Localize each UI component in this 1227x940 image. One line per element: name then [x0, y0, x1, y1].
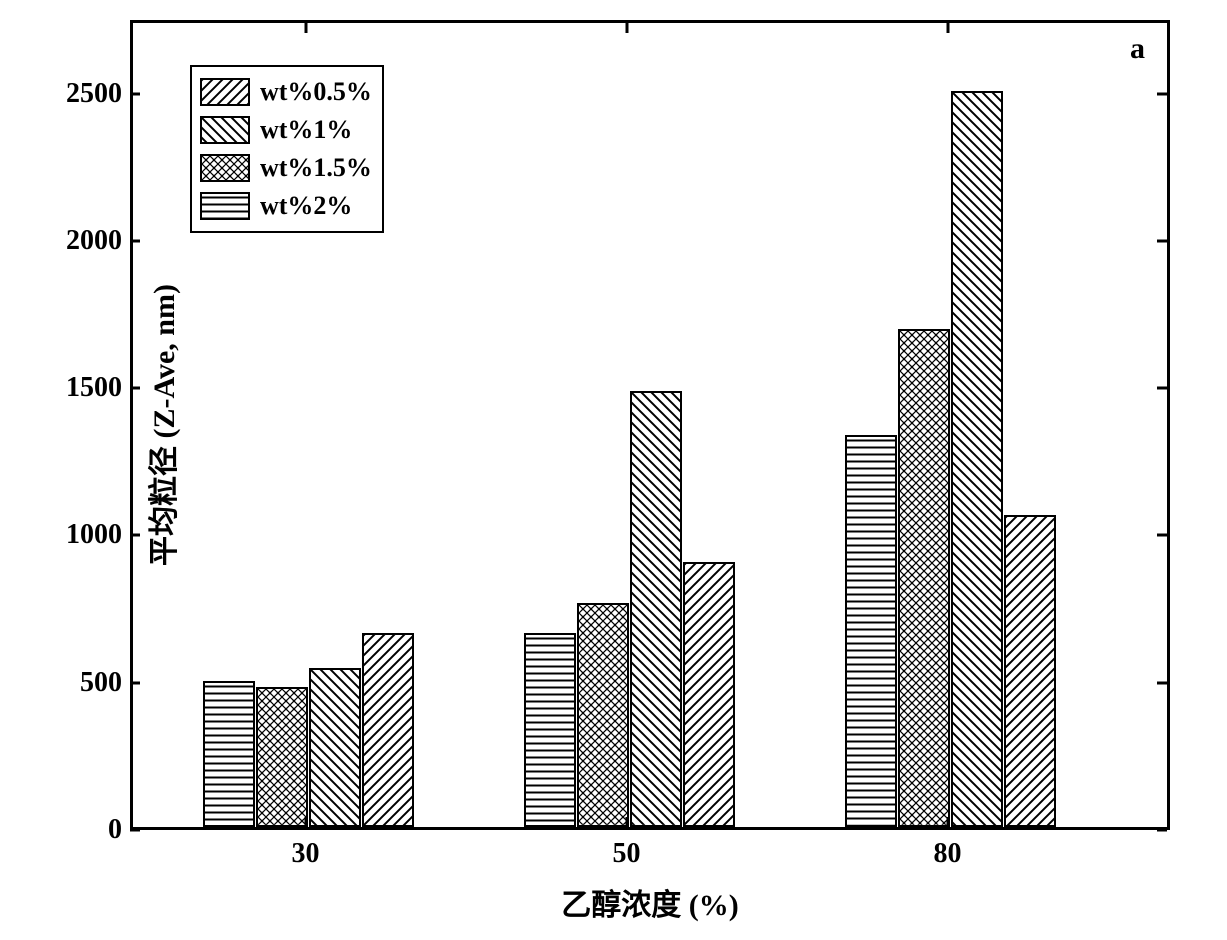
bar	[577, 603, 629, 827]
x-tick-mark	[946, 23, 949, 33]
legend-label: wt%1%	[260, 115, 352, 145]
y-tick-mark	[130, 829, 140, 832]
y-tick-label: 1000	[66, 519, 122, 551]
x-tick-label: 30	[292, 838, 320, 870]
legend-swatch	[200, 78, 250, 106]
x-axis-title: 乙醇浓度 (%)	[561, 880, 738, 924]
legend-label: wt%1.5%	[260, 153, 372, 183]
legend-item: wt%2%	[200, 187, 372, 225]
y-tick-mark	[1157, 534, 1167, 537]
legend: wt%0.5% wt%1% wt%1.5% wt%2%	[190, 65, 384, 233]
x-tick-label: 50	[613, 838, 641, 870]
legend-item: wt%1.5%	[200, 149, 372, 187]
legend-item: wt%1%	[200, 111, 372, 149]
y-tick-mark	[130, 239, 140, 242]
y-tick-mark	[130, 92, 140, 95]
legend-swatch	[200, 192, 250, 220]
x-tick-mark	[304, 817, 307, 827]
x-tick-mark	[625, 817, 628, 827]
x-tick-label: 80	[934, 838, 962, 870]
bar	[362, 633, 414, 827]
bar	[1004, 515, 1056, 827]
x-tick-mark	[304, 23, 307, 33]
y-tick-label: 1500	[66, 372, 122, 404]
y-tick-label: 0	[108, 814, 122, 846]
x-tick-mark	[625, 23, 628, 33]
panel-label: a	[1130, 32, 1145, 66]
y-tick-mark	[1157, 239, 1167, 242]
y-tick-mark	[1157, 829, 1167, 832]
y-tick-mark	[130, 681, 140, 684]
bar	[309, 668, 361, 827]
y-tick-label: 2000	[66, 225, 122, 257]
legend-swatch	[200, 154, 250, 182]
bar	[203, 681, 255, 827]
y-tick-mark	[1157, 681, 1167, 684]
legend-label: wt%2%	[260, 191, 352, 221]
y-tick-mark	[1157, 387, 1167, 390]
y-tick-label: 500	[80, 667, 122, 699]
bar	[951, 91, 1003, 827]
bar	[630, 391, 682, 827]
y-axis-title: 平均粒径 (Z-Ave, nm)	[139, 284, 183, 566]
bar	[683, 562, 735, 827]
y-tick-mark	[1157, 92, 1167, 95]
legend-item: wt%0.5%	[200, 73, 372, 111]
x-tick-mark	[946, 817, 949, 827]
legend-swatch	[200, 116, 250, 144]
y-tick-label: 2500	[66, 78, 122, 110]
bar	[524, 633, 576, 827]
bar	[845, 435, 897, 827]
bar	[256, 687, 308, 827]
bar	[898, 329, 950, 827]
legend-label: wt%0.5%	[260, 77, 372, 107]
